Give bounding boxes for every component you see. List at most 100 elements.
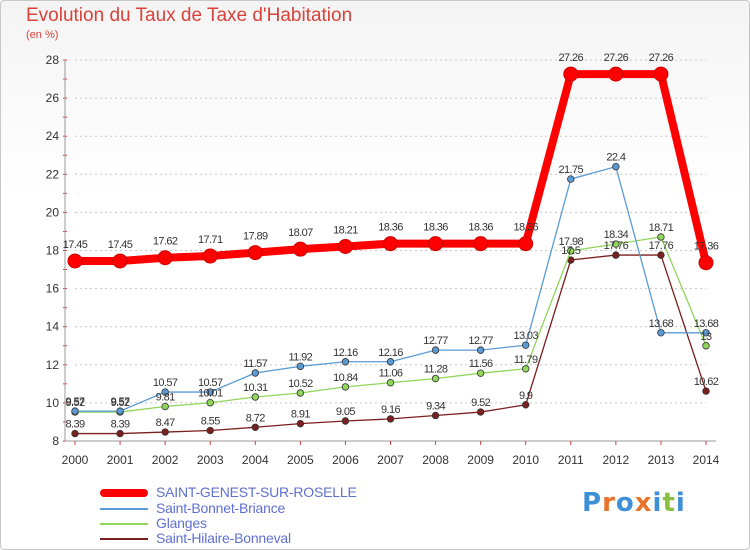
data-point bbox=[431, 346, 440, 354]
data-point bbox=[67, 253, 83, 269]
data-point bbox=[116, 429, 124, 438]
y-tick-label: 12 bbox=[46, 358, 60, 372]
data-label: 17.76 bbox=[649, 240, 674, 252]
data-point bbox=[71, 429, 79, 438]
data-point bbox=[251, 423, 259, 431]
data-point bbox=[612, 240, 620, 248]
x-tick-label: 2013 bbox=[648, 453, 675, 467]
data-point bbox=[341, 383, 350, 391]
y-tick-label: 8 bbox=[52, 434, 59, 448]
legend-swatch bbox=[100, 508, 148, 510]
data-label: 12.77 bbox=[423, 335, 448, 347]
data-label: 13.68 bbox=[649, 318, 674, 330]
data-label: 10.62 bbox=[694, 376, 719, 388]
data-point bbox=[698, 255, 714, 271]
data-label: 17.5 bbox=[561, 245, 580, 257]
series-1 bbox=[71, 162, 710, 415]
data-point bbox=[341, 358, 350, 366]
data-point bbox=[386, 379, 395, 387]
data-label: 13 bbox=[700, 331, 712, 343]
data-label: 17.45 bbox=[108, 239, 133, 251]
data-label: 8.91 bbox=[291, 409, 310, 421]
data-label: 10.52 bbox=[288, 378, 313, 390]
data-label: 17.36 bbox=[694, 241, 719, 253]
data-point bbox=[518, 236, 534, 252]
data-label: 11.56 bbox=[469, 358, 493, 370]
legend-label: Saint-Hilaire-Bonneval bbox=[156, 530, 291, 546]
data-point bbox=[473, 236, 489, 252]
data-label: 9.52 bbox=[471, 397, 490, 409]
data-label: 9.34 bbox=[426, 400, 445, 412]
data-label: 9.57 bbox=[111, 396, 130, 408]
chart-unit-label: (en %) bbox=[26, 29, 59, 41]
x-tick-label: 2011 bbox=[558, 453, 584, 467]
y-tick-label: 18 bbox=[46, 244, 60, 258]
x-tick-label: 2010 bbox=[512, 453, 539, 467]
data-point bbox=[567, 247, 575, 255]
data-point bbox=[112, 253, 128, 269]
data-label: 27.26 bbox=[649, 52, 674, 64]
data-point bbox=[296, 389, 305, 397]
data-label: 12.16 bbox=[378, 347, 403, 359]
data-label: 9.52 bbox=[111, 397, 130, 409]
legend-label: Saint-Bonnet-Briance bbox=[156, 500, 286, 516]
y-tick-label: 22 bbox=[46, 167, 60, 181]
data-point bbox=[157, 250, 173, 266]
data-label: 9.16 bbox=[381, 404, 400, 416]
logo-letter: t bbox=[662, 488, 676, 518]
x-tick-label: 2005 bbox=[287, 453, 314, 467]
legend-label: SAINT-GENEST-SUR-ROSELLE bbox=[156, 484, 357, 500]
data-point bbox=[161, 428, 169, 436]
x-tick-label: 2009 bbox=[467, 453, 494, 467]
data-label: 17.76 bbox=[604, 240, 629, 252]
data-point bbox=[702, 342, 710, 350]
data-label: 17.98 bbox=[559, 236, 584, 248]
logo-letter: r bbox=[602, 488, 616, 518]
data-label: 18.36 bbox=[468, 222, 493, 234]
data-point bbox=[522, 341, 530, 349]
x-tick-label: 2001 bbox=[107, 453, 134, 467]
data-point bbox=[608, 66, 624, 82]
data-point bbox=[522, 365, 530, 373]
data-label: 27.26 bbox=[559, 52, 584, 64]
data-point bbox=[337, 238, 353, 254]
chart-title: Evolution du Taux de Taxe d'Habitation bbox=[26, 5, 353, 26]
data-label: 8.47 bbox=[156, 417, 175, 429]
data-label: 9.57 bbox=[65, 396, 84, 408]
data-label: 9.05 bbox=[336, 406, 355, 418]
x-tick-label: 2003 bbox=[197, 453, 224, 467]
data-label: 18.36 bbox=[513, 222, 538, 234]
logo-letter: x bbox=[634, 488, 653, 518]
data-point bbox=[657, 329, 665, 337]
data-label: 10.84 bbox=[333, 372, 358, 384]
data-point bbox=[247, 245, 263, 261]
data-label: 9.52 bbox=[65, 397, 84, 409]
data-point bbox=[702, 387, 710, 395]
data-point bbox=[386, 415, 395, 423]
data-label: 11.57 bbox=[243, 358, 267, 370]
data-point bbox=[383, 236, 398, 252]
logo-letter: o bbox=[615, 488, 635, 518]
y-tick-label: 16 bbox=[46, 282, 60, 296]
y-tick-label: 20 bbox=[46, 205, 60, 219]
logo-letter: i bbox=[675, 488, 686, 518]
axis-layer: 8 10 12 14 16 18 20 22 24 26 28 2000 2001 2002 2003 200… bbox=[46, 53, 720, 467]
data-label: 11.06 bbox=[379, 368, 403, 380]
x-tick-label: 2006 bbox=[332, 453, 359, 467]
data-label: 17.89 bbox=[243, 231, 268, 243]
data-label: 8.72 bbox=[246, 412, 265, 424]
data-point bbox=[657, 233, 665, 241]
data-label: 17.71 bbox=[198, 234, 223, 246]
legend-swatch bbox=[100, 489, 148, 497]
data-point bbox=[428, 236, 444, 252]
legend-swatch bbox=[100, 523, 148, 525]
data-label: 13.03 bbox=[513, 330, 538, 342]
x-tick-label: 2000 bbox=[62, 453, 89, 467]
data-point bbox=[161, 388, 169, 396]
data-point bbox=[161, 402, 169, 411]
y-tick-label: 26 bbox=[46, 91, 60, 105]
data-label: 12.16 bbox=[333, 347, 358, 359]
data-label: 17.45 bbox=[63, 239, 88, 251]
data-label: 8.39 bbox=[65, 419, 84, 431]
